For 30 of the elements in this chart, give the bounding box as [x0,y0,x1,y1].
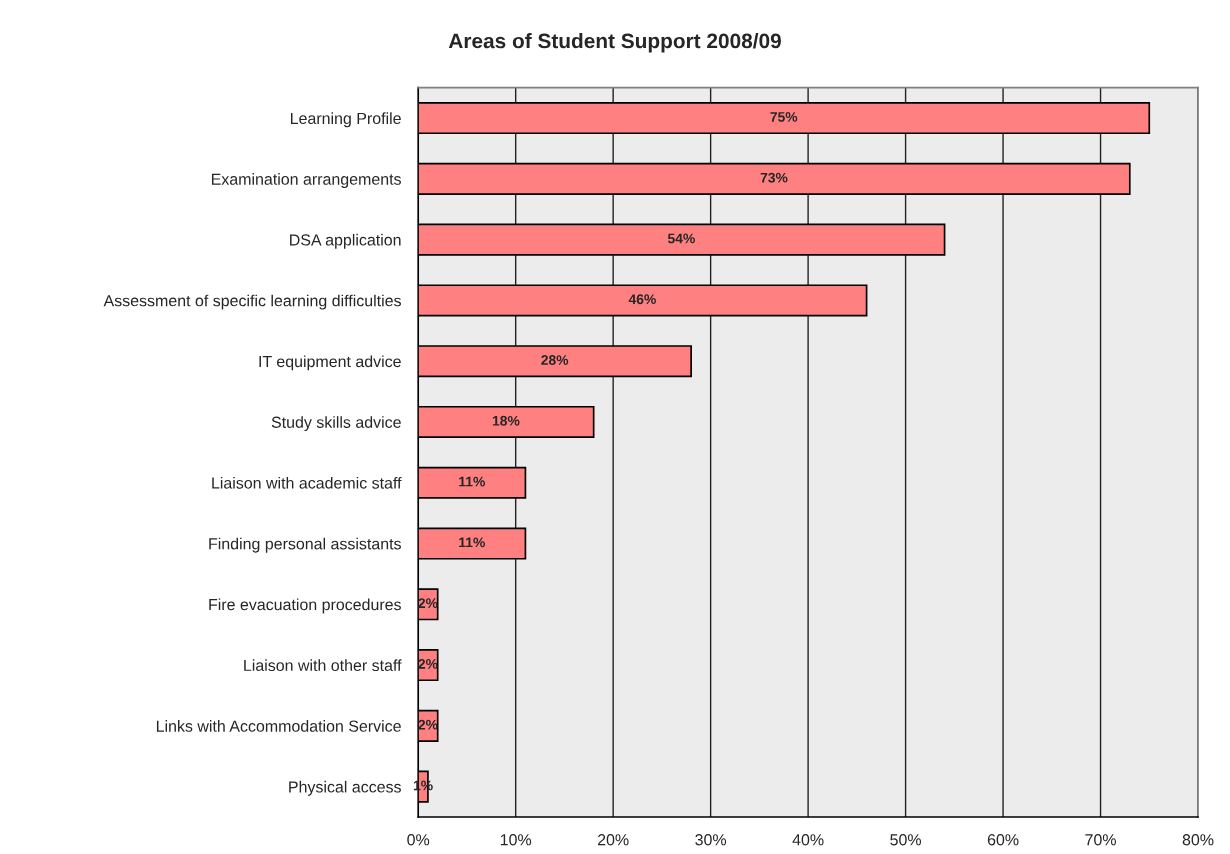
y-tick-label: Liaison with academic staff [212,476,402,489]
chart-title: Areas of Student Support 2008/09 [448,32,781,53]
y-tick-label: Examination arrangements [211,173,401,188]
y-tick-label: Learning Profile [290,112,401,128]
data-label: 28% [541,355,569,365]
y-tick-label: IT equipment advice [259,355,401,371]
x-tick-label: 50% [890,834,921,846]
y-tick-label: Physical access [289,780,401,796]
data-label: 46% [628,294,656,305]
y-tick-label: Fire evacuation procedures [209,598,401,614]
y-tick-label: Study skills advice [271,416,401,432]
data-label: 11% [459,476,485,487]
y-tick-label: DSA application [290,233,401,249]
y-tick-label: Liaison with other staff [244,659,402,672]
data-label: 54% [667,233,695,244]
x-tick-label: 30% [695,834,727,846]
x-tick-label: 0% [407,834,430,846]
x-tick-label: 70% [1085,834,1116,846]
x-tick-label: 60% [987,834,1019,846]
data-label: 18% [492,415,520,426]
x-tick-label: 20% [597,834,629,846]
x-tick-label: 40% [792,834,824,846]
data-label: 75% [770,112,798,122]
data-label: 73% [760,172,788,183]
x-tick-label: 10% [500,834,532,846]
data-label: 11% [459,537,485,548]
y-tick-label: Assessment of specific learning difficulties [103,294,401,310]
x-tick-label: 80% [1182,834,1214,846]
y-tick-label: Links with Accommodation Service [156,720,401,732]
y-tick-label: Finding personal assistants [209,537,401,553]
